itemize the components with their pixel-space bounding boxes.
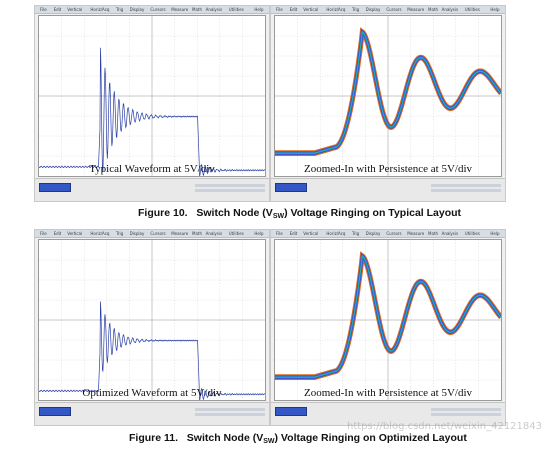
typical-waveform-trace (39, 47, 265, 176)
menu-item[interactable]: Measure (171, 7, 189, 12)
figure-10-title: Figure 10. Switch Node (VSW) Voltage Rin… (138, 207, 461, 220)
left-caption-fig11: Optimized Waveform at 5V/div (82, 387, 222, 399)
menu-item[interactable]: Horiz/Acq (90, 7, 110, 12)
menu-item[interactable]: Trig (352, 231, 360, 236)
menu-item[interactable]: Utilities (228, 231, 244, 236)
menu-item[interactable]: Analysis (205, 7, 223, 12)
scope-grid (39, 16, 265, 176)
optimized-waveform-plot (39, 240, 265, 400)
menu-item[interactable]: Trig (116, 7, 124, 12)
measurement-readout (431, 182, 501, 196)
typical-waveform-plot (39, 16, 265, 176)
menu-item[interactable]: Help (490, 7, 500, 12)
menu-item[interactable]: Help (254, 231, 264, 236)
figure-11-title-a: Switch Node (V (186, 432, 264, 444)
menu-item[interactable]: Cursors (150, 231, 166, 236)
channel-indicator (275, 183, 307, 192)
menu-item[interactable]: Math (428, 231, 439, 236)
menu-item[interactable]: Math (428, 7, 439, 12)
menu-item[interactable]: File (276, 7, 283, 12)
figure-11-title-b: ) Voltage Ringing on Optimized Layout (274, 432, 467, 444)
menu-item[interactable]: Measure (407, 231, 425, 236)
figure-11-subscript: SW (263, 438, 275, 445)
menu-item[interactable]: Measure (407, 7, 425, 12)
menu-item[interactable]: Display (129, 231, 145, 236)
menu-item[interactable]: File (40, 7, 47, 12)
menu-item[interactable]: Vertical (67, 7, 83, 12)
scope-statusbar (271, 402, 505, 425)
zoomed-persistence-plot (275, 16, 501, 176)
menu-item[interactable]: Edit (53, 231, 62, 236)
channel-indicator (39, 183, 71, 192)
measurement-readout (431, 406, 501, 420)
scope-menubar: File Edit Vertical Horiz/Acq Trig Display Curs… (271, 6, 505, 14)
menu-item[interactable]: Vertical (303, 7, 319, 12)
menu-item[interactable]: Horiz/Acq (326, 7, 346, 12)
persistence-inner-band (275, 254, 501, 378)
left-caption-fig10: Typical Waveform at 5V/div (89, 163, 215, 175)
right-caption-fig10: Zoomed-In with Persistence at 5V/div (303, 163, 473, 175)
menu-item[interactable]: Vertical (303, 231, 319, 236)
scope-panel-zoomed-typical: File Edit Vertical Horiz/Acq Trig Display Curs… (270, 5, 506, 202)
menu-item[interactable]: Edit (53, 7, 62, 12)
figure-10-title-a: Switch Node (V (196, 207, 273, 219)
zoomed-persistence-plot (275, 240, 501, 400)
menu-item[interactable]: Utilities (228, 7, 244, 12)
measurement-readout (195, 182, 265, 196)
channel-indicator (39, 407, 71, 416)
scope-statusbar (35, 178, 269, 201)
menu-item[interactable]: Help (254, 7, 264, 12)
menu-item[interactable]: File (40, 231, 47, 236)
scope-screen-typical (38, 15, 266, 177)
scope-panel-zoomed-optimized: File Edit Vertical Horiz/Acq Trig Display Curs… (270, 229, 506, 426)
menu-item[interactable]: Measure (171, 231, 189, 236)
menu-item[interactable]: Analysis (441, 7, 459, 12)
scope-statusbar (271, 178, 505, 201)
scope-grid (39, 240, 265, 400)
figure-10-title-b: ) Voltage Ringing on Typical Layout (284, 207, 462, 219)
scope-screen-zoomed-typical (274, 15, 502, 177)
right-caption-fig11: Zoomed-In with Persistence at 5V/div (303, 387, 473, 399)
menu-item[interactable]: Display (365, 7, 381, 12)
menu-item[interactable]: Trig (116, 231, 124, 236)
menu-item[interactable]: Horiz/Acq (90, 231, 110, 236)
figure-10-number: Figure 10. (138, 207, 188, 219)
menu-item[interactable]: Cursors (386, 231, 402, 236)
menu-item[interactable]: Edit (289, 231, 298, 236)
menu-item[interactable]: Utilities (464, 7, 480, 12)
menu-item[interactable]: Trig (352, 7, 360, 12)
persistence-inner-band (275, 30, 501, 154)
menu-item[interactable]: File (276, 231, 283, 236)
figure-11-number: Figure 11. (129, 432, 179, 444)
menu-item[interactable]: Analysis (205, 231, 223, 236)
measurement-readout (195, 406, 265, 420)
scope-panel-optimized: File Edit Vertical Horiz/Acq Trig Display Curs… (34, 229, 270, 426)
scope-menubar: File Edit Vertical Horiz/Acq Trig Display Curs… (271, 230, 505, 238)
optimized-waveform-trace (39, 301, 265, 400)
menu-item[interactable]: Help (490, 231, 500, 236)
menu-item[interactable]: Cursors (150, 7, 166, 12)
scope-screen-optimized (38, 239, 266, 401)
menu-item[interactable]: Edit (289, 7, 298, 12)
menu-item[interactable]: Analysis (441, 231, 459, 236)
menu-item[interactable]: Utilities (464, 231, 480, 236)
menu-item[interactable]: Math (192, 231, 203, 236)
figure-10-subscript: SW (272, 213, 285, 220)
channel-indicator (275, 407, 307, 416)
menu-item[interactable]: Display (129, 7, 145, 12)
scope-menubar: File Edit Vertical Horiz/Acq Trig Display Curs… (35, 230, 269, 238)
menu-item[interactable]: Horiz/Acq (326, 231, 346, 236)
scope-panel-typical: File Edit Vertical Horiz/Acq Trig Display Curs… (34, 5, 270, 202)
scope-screen-zoomed-optimized (274, 239, 502, 401)
figure-11-title: Figure 11. Switch Node (VSW) Voltage Rin… (129, 432, 467, 445)
menu-item[interactable]: Math (192, 7, 203, 12)
menu-item[interactable]: Vertical (67, 231, 83, 236)
scope-statusbar (35, 402, 269, 425)
watermark: https://blog.csdn.net/weixin_42121843 (346, 421, 542, 432)
menu-item[interactable]: Display (365, 231, 381, 236)
scope-menubar: File Edit Vertical Horiz/Acq Trig Display Curs… (35, 6, 269, 14)
menu-item[interactable]: Cursors (386, 7, 402, 12)
